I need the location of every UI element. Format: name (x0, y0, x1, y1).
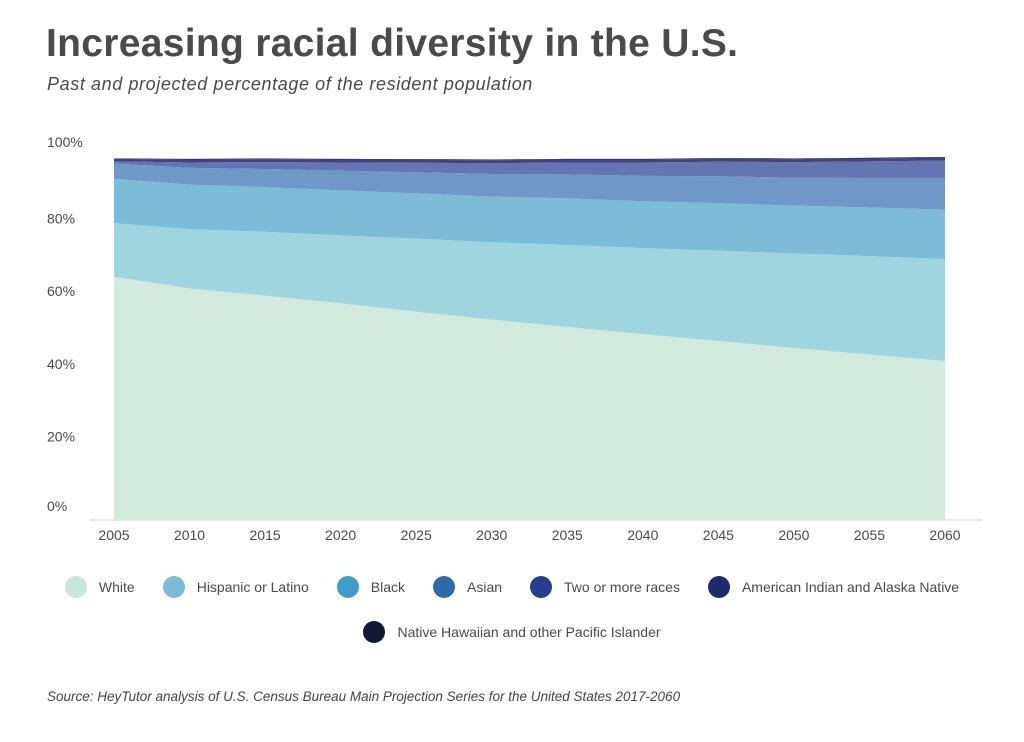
legend-label: Asian (467, 579, 503, 595)
legend-label: White (98, 579, 135, 595)
x-tick-label: 2020 (325, 527, 356, 543)
legend-item: Two or more races (530, 576, 680, 598)
y-axis: 0% 20% 40% 60% 80% 100% (47, 134, 83, 514)
legend-row-1: White Hispanic or Latino Black Asian Two or … (0, 576, 1024, 598)
area-two-or-more-races (114, 160, 945, 179)
area-hispanic-or-latino (114, 223, 945, 362)
legend-swatch (64, 576, 87, 598)
area-native-hawaiian-and-other-pacific-islander (114, 157, 945, 161)
legend-label: Hispanic or Latino (196, 579, 309, 595)
x-tick-label: 2045 (703, 527, 734, 543)
x-tick-label: 2030 (476, 527, 507, 543)
legend-swatch (336, 576, 359, 598)
x-tick-label: 2025 (401, 527, 432, 543)
y-tick-label: 100% (47, 134, 83, 150)
area-white (114, 276, 945, 520)
legend-swatch (363, 621, 386, 643)
area-american-indian-and-alaska-native (114, 157, 945, 164)
legend-label: American Indian and Alaska Native (741, 579, 960, 595)
y-tick-label: 60% (47, 283, 75, 299)
legend-item: American Indian and Alaska Native (707, 576, 960, 598)
y-tick-label: 40% (47, 356, 75, 372)
y-tick-label: 0% (47, 498, 67, 514)
area-layers (114, 157, 945, 520)
legend-item: Black (336, 576, 405, 598)
x-tick-label: 2010 (174, 527, 205, 543)
stacked-area-chart: 0%20%40%60%80%100% 2005 2010 2015 2020 2025 2… (47, 134, 982, 543)
legend-label: Native Hawaiian and other Pacific Island… (397, 624, 661, 640)
x-tick-label: 2040 (627, 527, 658, 543)
x-axis: 2005 2010 2015 2020 2025 2030 2035 2040 2045 2050… (98, 527, 960, 543)
legend-item: White (64, 576, 135, 598)
y-tick-label: 20% (47, 428, 75, 444)
legend-label: Black (370, 579, 405, 595)
chart-title: Increasing racial diversity in the U.S. (46, 22, 739, 65)
x-tick-label: 2050 (778, 527, 809, 543)
legend-row-2: Native Hawaiian and other Pacific Island… (0, 621, 1024, 643)
x-tick-label: 2005 (98, 527, 129, 543)
legend-item: Native Hawaiian and other Pacific Island… (363, 621, 661, 643)
x-tick-label: 2055 (854, 527, 885, 543)
legend-item: Asian (433, 576, 502, 598)
source-note: Source: HeyTutor analysis of U.S. Census… (47, 689, 681, 704)
y-tick-label: 80% (47, 211, 75, 227)
x-tick-label: 2015 (250, 527, 281, 543)
area-asian (114, 163, 945, 210)
legend-swatch (433, 576, 455, 598)
x-tick-label: 2035 (552, 527, 583, 543)
area-black (114, 178, 945, 260)
legend-swatch (162, 576, 185, 598)
legend-label: Two or more races (564, 579, 680, 595)
legend-swatch (530, 576, 553, 598)
legend-item: Hispanic or Latino (162, 576, 309, 598)
legend-swatch (707, 576, 730, 598)
x-tick-label: 2060 (929, 527, 960, 543)
chart-subtitle: Past and projected percentage of the res… (47, 74, 533, 94)
